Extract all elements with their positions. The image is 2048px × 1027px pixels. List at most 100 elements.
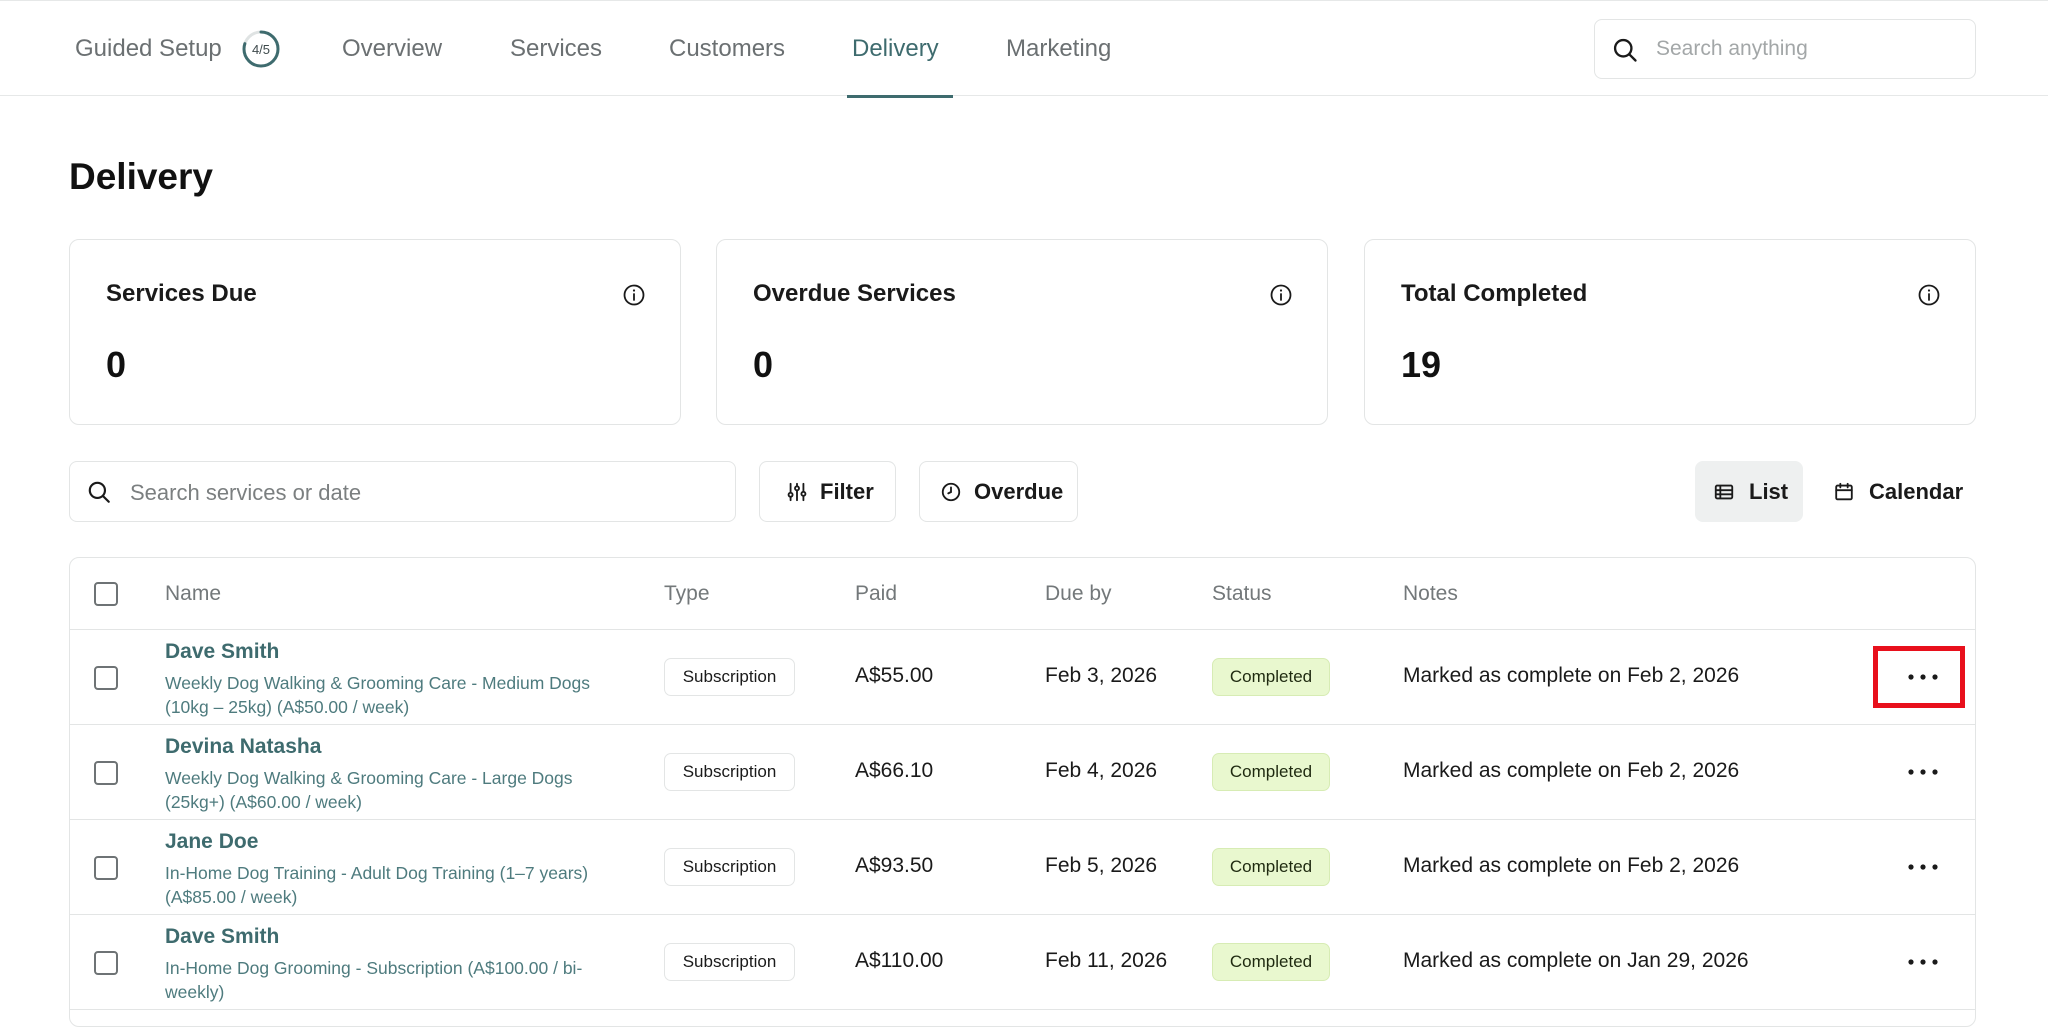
customer-name-link[interactable]: Jane Doe bbox=[165, 830, 259, 853]
filter-button[interactable]: Filter bbox=[759, 461, 896, 522]
paid-amount: A$55.00 bbox=[855, 664, 934, 687]
stat-value: 0 bbox=[106, 344, 127, 385]
table-header: Name Type Paid Due by Status Notes bbox=[70, 558, 1975, 630]
stat-label: Services Due bbox=[106, 280, 257, 307]
table-row[interactable]: Devina Natasha Weekly Dog Walking & Groo… bbox=[70, 725, 1975, 820]
page-title: Delivery bbox=[69, 156, 213, 197]
stat-card-overdue-services: Overdue Services 0 bbox=[716, 239, 1328, 425]
info-icon[interactable] bbox=[1269, 283, 1293, 307]
guided-setup-progress-text: 4/5 bbox=[251, 41, 271, 57]
tab-customers[interactable]: Customers bbox=[669, 1, 785, 97]
row-notes: Marked as complete on Jan 29, 2026 bbox=[1403, 949, 1749, 972]
column-header-type[interactable]: Type bbox=[664, 582, 710, 605]
tab-delivery[interactable]: Delivery bbox=[852, 1, 939, 97]
tab-overview-label: Overview bbox=[342, 35, 443, 62]
global-search-input[interactable]: Search anything bbox=[1594, 19, 1976, 79]
status-badge: Completed bbox=[1212, 658, 1330, 696]
calendar-view-label: Calendar bbox=[1869, 478, 1964, 504]
calendar-view-toggle[interactable]: Calendar bbox=[1815, 461, 1985, 522]
clock-icon bbox=[941, 482, 961, 501]
stat-card-services-due: Services Due 0 bbox=[69, 239, 681, 425]
stat-card-total-completed: Total Completed 19 bbox=[1364, 239, 1976, 425]
tab-marketing[interactable]: Marketing bbox=[1006, 1, 1111, 97]
row-notes: Marked as complete on Feb 2, 2026 bbox=[1403, 759, 1740, 782]
stat-label: Overdue Services bbox=[753, 280, 956, 307]
customer-name-link[interactable]: Dave Smith bbox=[165, 640, 280, 663]
active-tab-indicator bbox=[847, 95, 953, 98]
tab-delivery-label: Delivery bbox=[852, 35, 939, 62]
overdue-button-label: Overdue bbox=[974, 478, 1064, 504]
service-description[interactable]: Weekly Dog Walking & Grooming Care - Lar… bbox=[165, 768, 573, 812]
service-description[interactable]: Weekly Dog Walking & Grooming Care - Med… bbox=[165, 673, 591, 717]
delivery-table: Name Type Paid Due by Status Notes Dave … bbox=[69, 557, 1976, 1027]
search-icon bbox=[88, 481, 110, 503]
nav-guided-setup[interactable]: Guided Setup bbox=[75, 1, 222, 97]
tab-services[interactable]: Services bbox=[510, 1, 602, 97]
column-header-status[interactable]: Status bbox=[1212, 582, 1272, 605]
status-badge: Completed bbox=[1212, 753, 1330, 791]
service-description[interactable]: In-Home Dog Training - Adult Dog Trainin… bbox=[165, 863, 589, 907]
global-search-placeholder: Search anything bbox=[1656, 37, 1808, 60]
tab-marketing-label: Marketing bbox=[1006, 35, 1112, 62]
type-badge: Subscription bbox=[664, 943, 795, 981]
services-search-input[interactable]: Search services or date bbox=[69, 461, 736, 522]
stat-value: 0 bbox=[753, 344, 774, 385]
row-more-button[interactable] bbox=[1902, 656, 1944, 698]
due-date: Feb 3, 2026 bbox=[1045, 664, 1158, 687]
guided-setup-progress-ring bbox=[242, 30, 280, 68]
table-row[interactable]: Jane Doe In-Home Dog Training - Adult Do… bbox=[70, 820, 1975, 915]
column-header-name[interactable]: Name bbox=[165, 582, 222, 605]
column-header-paid[interactable]: Paid bbox=[855, 582, 898, 605]
row-checkbox[interactable] bbox=[94, 761, 118, 785]
customer-name-link[interactable]: Devina Natasha bbox=[165, 735, 322, 758]
due-date: Feb 5, 2026 bbox=[1045, 854, 1158, 877]
tab-customers-label: Customers bbox=[669, 35, 786, 62]
overdue-button[interactable]: Overdue bbox=[919, 461, 1078, 522]
type-badge: Subscription bbox=[664, 753, 795, 791]
list-view-toggle[interactable]: List bbox=[1695, 461, 1803, 522]
type-badge: Subscription bbox=[664, 658, 795, 696]
row-more-button[interactable] bbox=[1902, 846, 1944, 888]
search-icon bbox=[1613, 38, 1637, 62]
column-header-notes[interactable]: Notes bbox=[1403, 582, 1458, 605]
customer-name-link[interactable]: Dave Smith bbox=[165, 925, 280, 948]
row-notes: Marked as complete on Feb 2, 2026 bbox=[1403, 664, 1740, 687]
more-horizontal-icon bbox=[1908, 959, 1938, 965]
status-badge: Completed bbox=[1212, 943, 1330, 981]
row-checkbox[interactable] bbox=[94, 951, 118, 975]
info-icon[interactable] bbox=[622, 283, 646, 307]
stat-value: 19 bbox=[1401, 344, 1442, 385]
tab-services-label: Services bbox=[510, 35, 603, 62]
paid-amount: A$93.50 bbox=[855, 854, 934, 877]
row-more-button[interactable] bbox=[1902, 751, 1944, 793]
list-icon bbox=[1714, 484, 1734, 499]
due-date: Feb 11, 2026 bbox=[1045, 949, 1168, 972]
column-header-due-by[interactable]: Due by bbox=[1045, 582, 1112, 605]
paid-amount: A$110.00 bbox=[855, 949, 944, 972]
more-horizontal-icon bbox=[1908, 769, 1938, 775]
type-badge: Subscription bbox=[664, 848, 795, 886]
due-date: Feb 4, 2026 bbox=[1045, 759, 1158, 782]
table-row[interactable]: Dave Smith In-Home Dog Grooming - Subscr… bbox=[70, 915, 1975, 1010]
row-checkbox[interactable] bbox=[94, 856, 118, 880]
service-description[interactable]: In-Home Dog Grooming - Subscription (A$1… bbox=[165, 958, 583, 1002]
row-more-button[interactable] bbox=[1902, 941, 1944, 983]
tab-overview[interactable]: Overview bbox=[342, 1, 442, 97]
list-view-label: List bbox=[1749, 478, 1789, 504]
paid-amount: A$66.10 bbox=[855, 759, 934, 782]
row-checkbox[interactable] bbox=[94, 666, 118, 690]
sliders-icon bbox=[787, 482, 807, 501]
services-search-placeholder: Search services or date bbox=[130, 480, 362, 505]
info-icon[interactable] bbox=[1917, 283, 1941, 307]
nav-guided-setup-label: Guided Setup bbox=[75, 35, 222, 62]
more-horizontal-icon bbox=[1908, 674, 1938, 680]
more-horizontal-icon bbox=[1908, 864, 1938, 870]
filter-button-label: Filter bbox=[820, 478, 874, 504]
top-nav: Guided Setup 4/5 Overview Services Custo… bbox=[0, 0, 2048, 98]
select-all-checkbox[interactable] bbox=[94, 582, 118, 606]
table-row[interactable]: Dave Smith Weekly Dog Walking & Grooming… bbox=[70, 630, 1975, 725]
row-notes: Marked as complete on Feb 2, 2026 bbox=[1403, 854, 1740, 877]
calendar-icon bbox=[1835, 482, 1853, 500]
stat-label: Total Completed bbox=[1401, 280, 1588, 307]
status-badge: Completed bbox=[1212, 848, 1330, 886]
